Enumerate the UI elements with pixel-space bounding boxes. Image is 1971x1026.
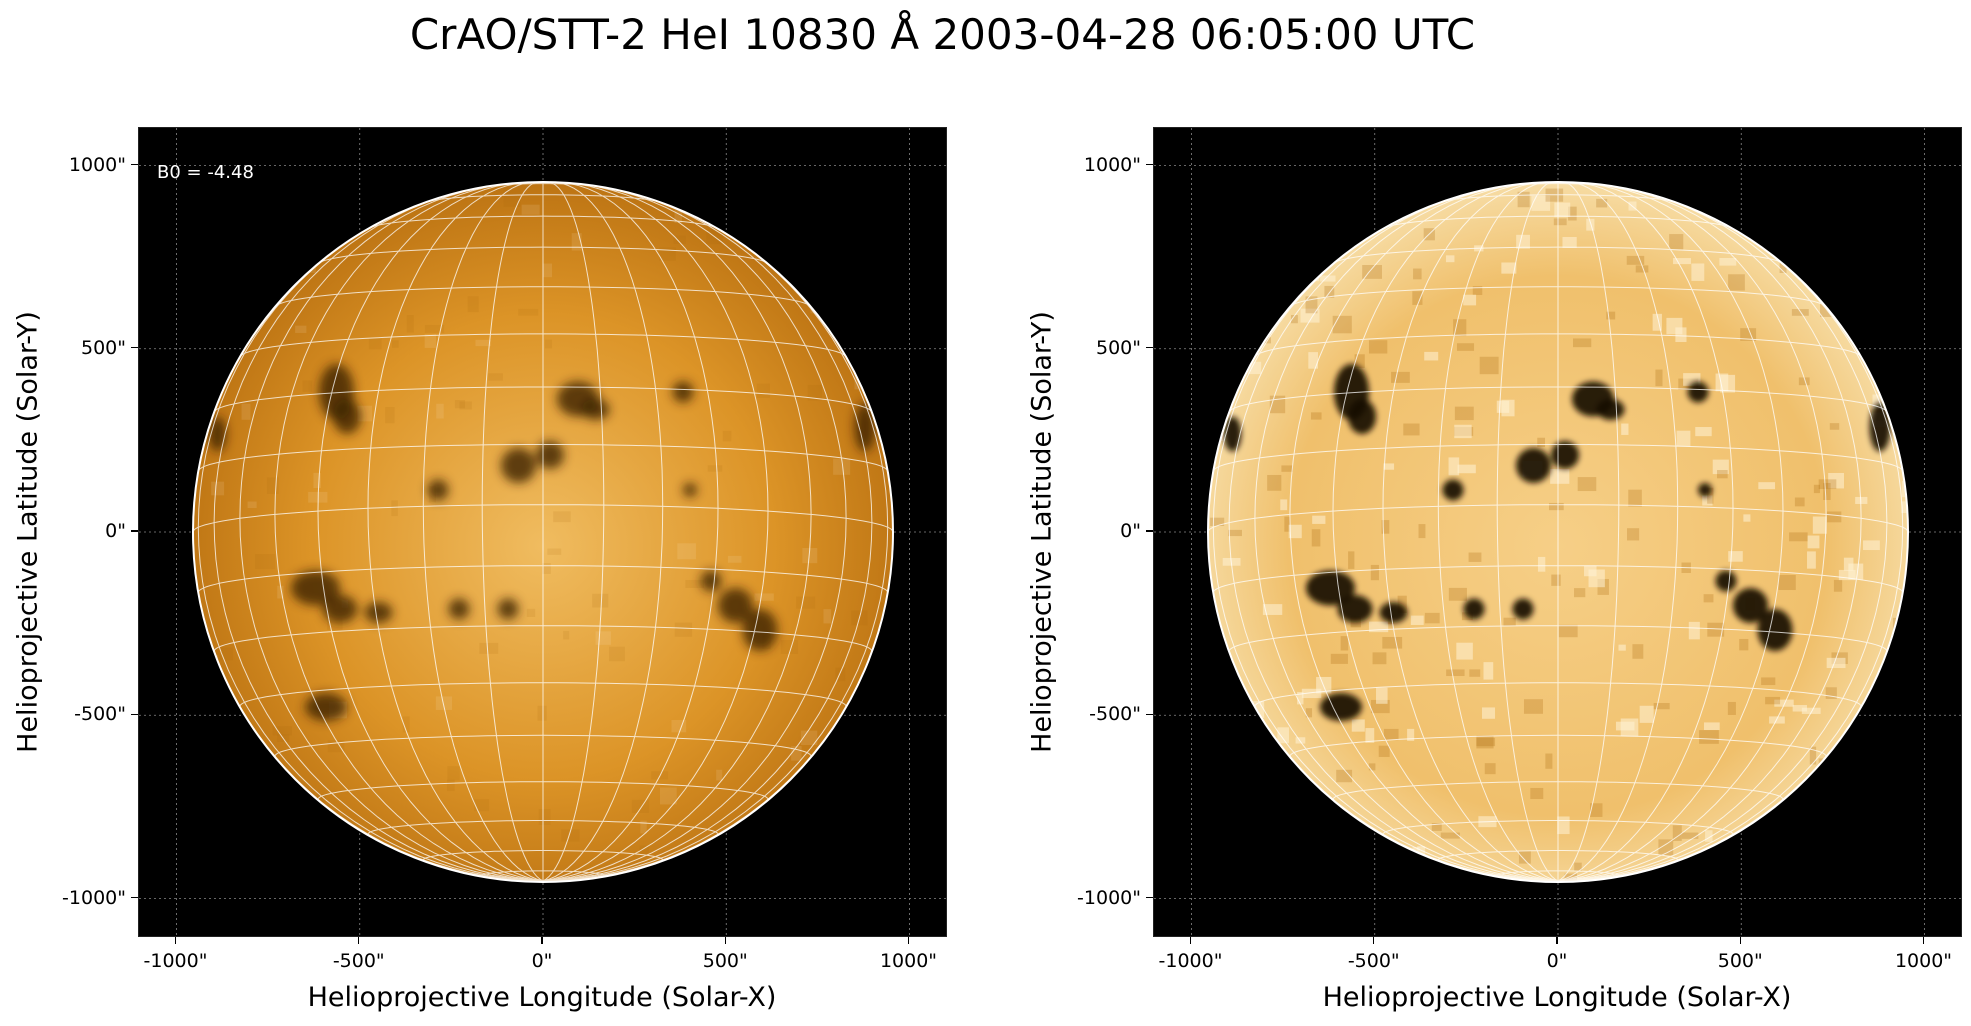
y-tick-label: -1000" <box>62 886 126 909</box>
y-tick-label: -1000" <box>1077 886 1141 909</box>
x-tick-mark <box>1739 937 1741 944</box>
y-tick-mark <box>1146 347 1153 349</box>
y-tick-label: -500" <box>74 703 126 726</box>
x-tick-mark <box>1189 937 1192 944</box>
y-tick-mark <box>131 713 138 715</box>
y-tick-mark <box>1146 163 1153 166</box>
y-tick-mark <box>131 347 138 349</box>
y-tick-label: 1000" <box>1083 153 1141 176</box>
x-tick-mark <box>907 937 910 944</box>
x-tick-label: 1000" <box>1894 950 1953 972</box>
x-tick-mark <box>541 937 543 944</box>
x-tick-label: 0" <box>1546 950 1568 972</box>
solar-limb <box>1207 181 1909 883</box>
y-tick-mark <box>1146 896 1153 899</box>
y-tick-mark <box>131 163 138 166</box>
x-tick-label: 0" <box>531 950 553 972</box>
x-tick-mark <box>174 937 177 944</box>
left-solar-disk-image <box>139 128 946 936</box>
x-tick-label: -1000" <box>143 950 208 972</box>
right-x-axis-label: Helioprojective Longitude (Solar-X) <box>1322 982 1792 1013</box>
x-tick-label: -500" <box>332 950 385 972</box>
x-tick-mark <box>1556 937 1558 944</box>
y-tick-label: 500" <box>1095 336 1141 359</box>
x-tick-label: -500" <box>1347 950 1400 972</box>
left-y-axis-label: Helioprojective Latitude (Solar-Y) <box>12 311 44 753</box>
y-tick-label: 500" <box>80 336 126 359</box>
left-solar-image-panel: B0 = -4.48 <box>138 127 947 937</box>
x-tick-mark <box>358 937 360 944</box>
y-tick-label: 0" <box>1120 520 1141 542</box>
y-tick-mark <box>131 530 138 532</box>
y-tick-label: 0" <box>105 520 126 542</box>
y-tick-mark <box>1146 530 1153 532</box>
solar-limb <box>192 181 894 883</box>
b0-annotation: B0 = -4.48 <box>157 162 254 183</box>
x-tick-label: 1000" <box>879 950 938 972</box>
x-tick-label: 500" <box>702 950 748 972</box>
x-tick-label: -1000" <box>1158 950 1223 972</box>
y-tick-mark <box>1146 713 1153 715</box>
x-tick-mark <box>724 937 726 944</box>
left-x-axis-label: Helioprojective Longitude (Solar-X) <box>307 982 777 1013</box>
y-tick-label: 1000" <box>68 153 126 176</box>
y-tick-mark <box>131 896 138 899</box>
x-tick-mark <box>1373 937 1375 944</box>
right-solar-disk-image <box>1154 128 1961 936</box>
right-solar-image-panel <box>1153 127 1962 937</box>
right-y-axis-label: Helioprojective Latitude (Solar-Y) <box>1026 311 1058 753</box>
x-tick-label: 500" <box>1717 950 1763 972</box>
figure-title: CrAO/STT-2 HeI 10830 Å 2003-04-28 06:05:… <box>409 10 1476 59</box>
x-tick-mark <box>1922 937 1925 944</box>
y-tick-label: -500" <box>1089 703 1141 726</box>
